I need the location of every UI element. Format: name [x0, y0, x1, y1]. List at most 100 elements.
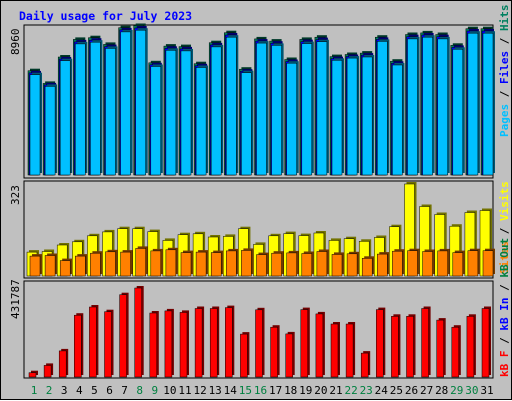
bar-kb-f-day-2	[43, 365, 52, 378]
legend-sep-4: /	[498, 330, 511, 351]
bar-pages-day-23	[361, 56, 373, 176]
day-label-28: 28	[435, 384, 449, 397]
bar-sites-day-6	[105, 251, 116, 277]
bar-pages-day-10	[165, 50, 177, 176]
bar-sites-day-31	[482, 250, 494, 277]
bar-sites-day-24	[377, 253, 388, 277]
bar-kb-f-day-3	[58, 350, 67, 378]
bar-pages-day-3	[59, 60, 71, 176]
bar-kb-f-day-14	[225, 307, 233, 378]
day-label-22: 22	[344, 384, 358, 397]
bar-kb-f-day-28	[436, 319, 444, 378]
bar-pages-day-4	[75, 43, 86, 176]
bar-kb-f-day-20	[315, 313, 324, 378]
bar-pages-day-17	[271, 45, 282, 176]
day-label-30: 30	[465, 384, 479, 397]
bar-sites-day-3	[59, 260, 71, 277]
bar-kb-f-day-18	[285, 333, 293, 378]
day-label-26: 26	[404, 384, 419, 397]
bar-kb-f-day-22	[345, 323, 354, 378]
bar-kb-f-day-24	[376, 309, 384, 378]
bar-sites-day-4	[75, 255, 86, 277]
bar-sites-day-13	[210, 252, 222, 277]
bar-kb-f-day-15	[240, 333, 248, 378]
bar-pages-day-20	[316, 41, 328, 176]
bar-sites-day-21	[331, 254, 343, 277]
day-label-16: 16	[253, 384, 268, 397]
day-label-12: 12	[193, 384, 207, 397]
day-label-20: 20	[314, 384, 328, 397]
bar-pages-day-1	[29, 74, 41, 176]
legend-files: Files	[498, 50, 511, 84]
bar-kb-f-day-11	[179, 312, 188, 378]
bar-pages-day-5	[90, 41, 101, 176]
bar-sites-day-16	[256, 254, 267, 277]
bar-pages-day-16	[256, 42, 267, 176]
bar-pages-day-15	[241, 72, 252, 176]
bar-pages-day-28	[437, 38, 448, 176]
bar-kb-f-day-23	[360, 352, 369, 378]
bar-sites-day-25	[392, 250, 403, 277]
legend-sep-2: /	[498, 31, 511, 51]
bar-kb-f-day-26	[406, 316, 414, 378]
legend-top-panel: Pages / Files / Hits	[498, 5, 511, 138]
bar-pages-day-26	[407, 38, 418, 176]
bar-sites-day-5	[90, 252, 101, 277]
bar-pages-day-31	[482, 32, 494, 176]
bar-sites-day-28	[437, 250, 448, 277]
bar-kb-f-day-13	[209, 308, 218, 378]
bar-pages-day-18	[286, 62, 297, 176]
bar-pages-day-27	[422, 36, 433, 176]
bar-pages-day-30	[467, 32, 479, 176]
top-panel-ymax-label: 8960	[9, 28, 22, 56]
bar-pages-day-6	[105, 48, 116, 176]
bar-pages-day-7	[120, 31, 131, 176]
bar-sites-day-22	[346, 253, 358, 277]
legend-sep-5: /	[498, 277, 511, 298]
bar-kb-f-day-12	[194, 308, 203, 378]
bar-kb-f-day-27	[421, 308, 429, 378]
bar-kb-f-day-1	[28, 372, 37, 378]
legend-visits: Visits	[498, 181, 511, 221]
day-label-7: 7	[121, 384, 128, 397]
bar-kb-f-day-19	[300, 309, 309, 378]
day-label-2: 2	[45, 384, 53, 397]
bar-kb-f-day-29	[451, 326, 460, 378]
bar-kb-f-day-10	[164, 310, 173, 378]
day-label-11: 11	[178, 384, 192, 397]
bar-pages-day-29	[452, 49, 464, 176]
legend-sep-1: /	[498, 84, 511, 104]
bar-sites-day-12	[195, 251, 207, 277]
day-label-6: 6	[106, 384, 113, 397]
bar-pages-day-24	[377, 41, 388, 176]
bar-sites-day-27	[422, 251, 433, 277]
day-label-29: 29	[450, 384, 464, 397]
bar-kb-f-day-5	[89, 306, 97, 378]
bar-pages-day-19	[301, 43, 313, 176]
day-label-14: 14	[223, 384, 237, 397]
bar-pages-day-2	[44, 86, 56, 176]
chart-title: Daily usage for July 2023	[19, 9, 193, 23]
day-label-1: 1	[30, 384, 38, 397]
bar-pages-day-22	[346, 57, 358, 176]
bar-kb-f-day-8	[134, 287, 142, 378]
day-label-24: 24	[374, 384, 388, 397]
bar-sites-day-29	[452, 252, 464, 277]
day-label-31: 31	[480, 384, 494, 397]
day-label-10: 10	[163, 384, 177, 397]
bar-kb-f-day-17	[270, 326, 278, 378]
day-label-13: 13	[208, 384, 222, 397]
bar-pages-day-13	[210, 46, 222, 176]
bar-pages-day-11	[180, 50, 192, 176]
bar-kb-f-day-25	[391, 316, 399, 378]
bar-pages-day-9	[150, 66, 162, 176]
day-label-9: 9	[151, 384, 159, 397]
bottom-panel-ymax-label: 431787	[9, 279, 22, 319]
day-label-5: 5	[91, 384, 98, 397]
day-label-15: 15	[238, 384, 253, 397]
legend-bottom-panel: kB F / kB In / kB Out	[498, 238, 511, 377]
day-label-21: 21	[329, 384, 343, 397]
bar-sites-day-26	[407, 250, 418, 277]
